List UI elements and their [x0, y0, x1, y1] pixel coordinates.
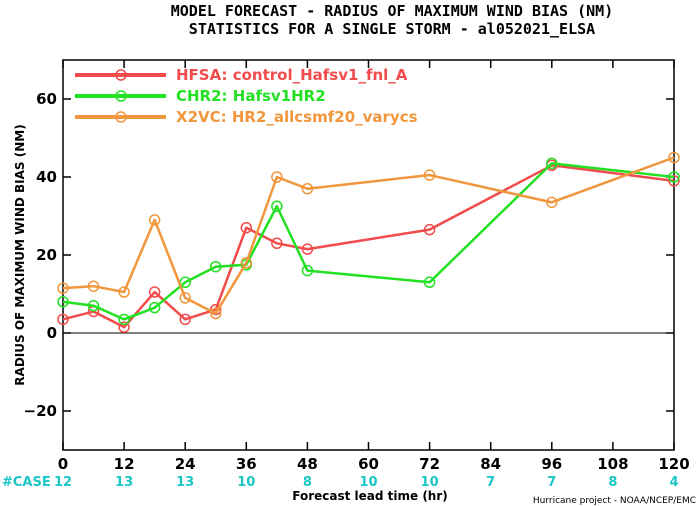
x-tick-label: 48 — [297, 455, 318, 473]
series-layer — [57, 151, 680, 333]
data-point — [148, 301, 161, 314]
case-count: 4 — [669, 475, 678, 490]
x-tick-label: 72 — [419, 455, 440, 473]
data-point — [57, 313, 69, 326]
case-count: 8 — [303, 475, 312, 490]
y-tick-label: 20 — [36, 246, 57, 264]
credit-text: Hurricane project - NOAA/NCEP/EMC — [533, 496, 696, 506]
data-point — [179, 292, 191, 304]
x-tick-label: 36 — [236, 455, 257, 473]
legend-entry-label: X2VC: HR2_allcsmf20_varycs — [176, 108, 418, 126]
x-axis-ticks: 0 12 24 36 48 60 72 84 96 108 120 — [58, 60, 690, 473]
data-point — [118, 313, 130, 326]
data-point — [148, 214, 161, 226]
case-count: 7 — [486, 475, 495, 490]
data-point — [668, 151, 680, 164]
x-tick-label: 108 — [597, 455, 628, 473]
data-point — [210, 260, 222, 273]
data-point — [87, 299, 100, 312]
y-tick-label: −20 — [24, 402, 57, 420]
y-tick-label: 60 — [36, 90, 57, 108]
legend-swatch-marker — [115, 90, 127, 102]
data-point — [271, 237, 283, 250]
chart-title-line2: STATISTICS FOR A SINGLE STORM - al052021… — [189, 20, 595, 38]
data-point — [118, 321, 130, 333]
case-count: 10 — [421, 475, 439, 490]
legend-swatch-marker — [115, 111, 127, 123]
case-count: 13 — [176, 475, 194, 490]
data-point — [240, 257, 253, 269]
plot-frame — [62, 59, 675, 451]
case-counts: 12 13 13 10 8 10 10 7 7 8 4 — [54, 475, 679, 490]
series — [57, 151, 680, 320]
legend-swatch-marker — [115, 69, 127, 81]
x-axis-label: Forecast lead time (hr) — [292, 489, 448, 503]
case-count: 10 — [359, 475, 377, 490]
data-point — [423, 276, 436, 289]
legend-entry-label: HFSA: control_Hafsv1_fnl_A — [176, 66, 408, 84]
legend-entry-label: CHR2: Hafsv1HR2 — [176, 87, 326, 105]
x-tick-label: 0 — [58, 455, 68, 473]
data-point — [118, 286, 130, 298]
data-point — [301, 243, 314, 255]
data-point — [179, 313, 191, 326]
case-count: 10 — [237, 475, 255, 490]
x-tick-label: 60 — [358, 455, 379, 473]
data-point — [668, 171, 680, 183]
chart-title-line1: MODEL FORECAST - RADIUS OF MAXIMUM WIND … — [171, 2, 614, 20]
data-point — [423, 169, 436, 181]
data-point — [423, 223, 436, 236]
data-point — [271, 171, 283, 183]
case-count: 8 — [608, 475, 617, 490]
data-point — [301, 182, 314, 195]
x-tick-label: 12 — [114, 455, 135, 473]
x-tick-label: 84 — [480, 455, 501, 473]
data-point — [240, 221, 253, 234]
x-tick-label: 96 — [541, 455, 562, 473]
y-tick-label: 40 — [36, 168, 57, 186]
data-point — [87, 280, 100, 292]
case-label: #CASE — [2, 475, 51, 490]
data-point — [57, 282, 69, 294]
data-point — [57, 296, 69, 308]
y-tick-label: 0 — [47, 324, 57, 342]
case-count: 7 — [547, 475, 556, 490]
data-point — [210, 307, 222, 320]
case-count: 13 — [115, 475, 133, 490]
y-axis-label: RADIUS OF MAXIMUM WIND BIAS (NM) — [13, 124, 27, 385]
data-point — [546, 157, 558, 170]
data-point — [148, 286, 161, 298]
y-axis-ticks: −20 0 20 40 60 — [24, 90, 674, 420]
data-point — [546, 196, 558, 209]
legend: HFSA: control_Hafsv1_fnl_A CHR2: Hafsv1HR… — [75, 66, 418, 126]
x-tick-label: 24 — [175, 455, 196, 473]
data-point — [271, 200, 283, 212]
x-tick-label: 120 — [658, 455, 689, 473]
case-count: 12 — [54, 475, 72, 490]
data-point — [301, 264, 314, 277]
